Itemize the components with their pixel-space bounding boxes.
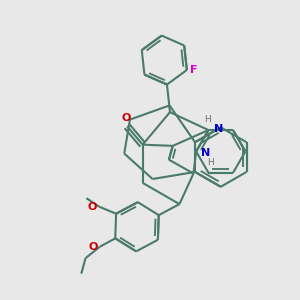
Text: O: O <box>121 113 130 123</box>
Text: H: H <box>207 158 214 166</box>
Text: H: H <box>204 115 210 124</box>
Text: N: N <box>214 124 223 134</box>
Text: N: N <box>201 148 211 158</box>
Text: F: F <box>190 65 198 75</box>
Text: O: O <box>88 202 97 212</box>
Text: O: O <box>88 242 98 252</box>
